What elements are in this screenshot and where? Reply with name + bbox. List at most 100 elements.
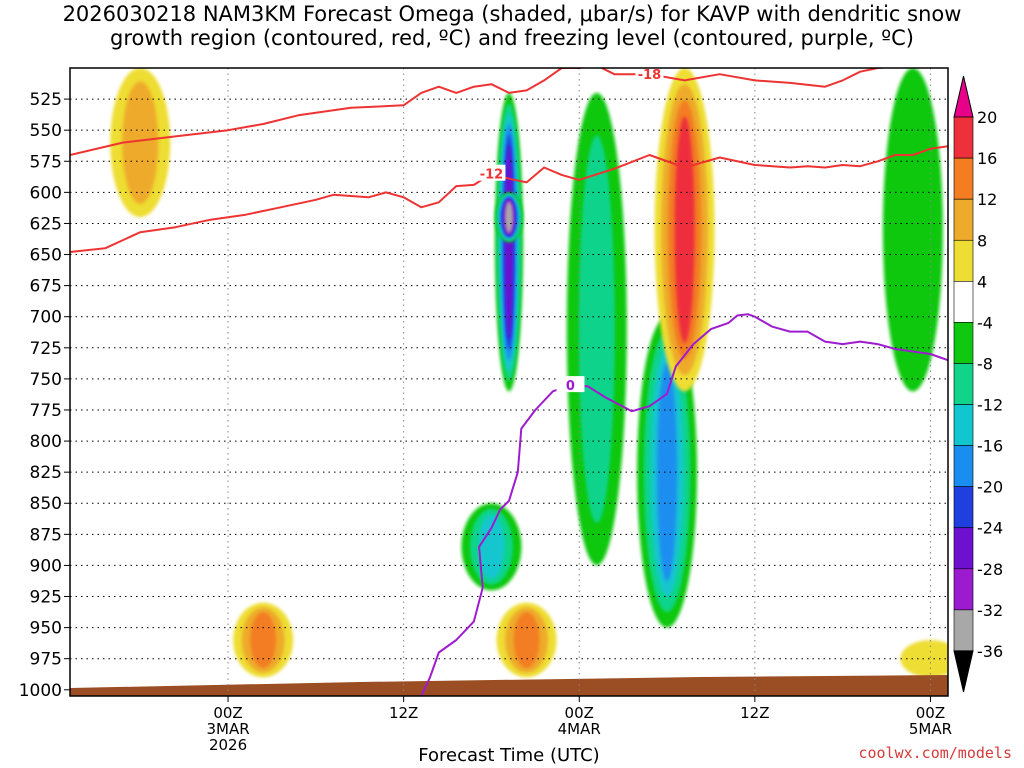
omega-feature-lift-column-deep (495, 192, 523, 243)
contours: -18 -12 0 (70, 68, 948, 696)
plot-frame (69, 67, 949, 697)
y-tick-label-800: 800 (30, 432, 62, 452)
x-tick-label-40-0: 00Z (916, 704, 945, 722)
colorbar-swatch-6 (953, 322, 974, 364)
colorbar-swatch-2 (953, 157, 974, 200)
contour-dgz-12 (70, 145, 948, 253)
omega-feature-lift-band-center (566, 92, 627, 566)
x-tick-label-10-0: 12Z (389, 704, 418, 722)
omega-level--10 (578, 135, 615, 523)
omega-feature-lift-column-main (495, 92, 523, 392)
x-tick-label-0-2: 2026 (209, 736, 247, 754)
colorbar-swatch-3 (953, 198, 974, 241)
y-tick-label-725: 725 (30, 339, 62, 359)
omega-level--14 (478, 514, 505, 580)
y-tick-label-550: 550 (30, 121, 62, 141)
colorbar-cap-bottom (953, 650, 974, 693)
omega-feature-sink-low-right (900, 640, 948, 678)
colorbar-label-13: -36 (977, 642, 1003, 661)
colorbar-swatch-9 (953, 445, 974, 487)
omega-level-18 (674, 116, 695, 343)
chart-title: 2026030218 NAM3KM Forecast Omega (shaded… (0, 2, 1024, 50)
y-tick-label-650: 650 (30, 246, 62, 266)
y-tick-label-950: 950 (30, 619, 62, 639)
y-tick-label-575: 575 (30, 152, 62, 172)
credit-link[interactable]: coolwx.com/models (858, 744, 1012, 762)
colorbar-label-5: -4 (977, 313, 993, 332)
colorbar-cap-top (953, 75, 974, 118)
colorbar-swatch-4 (953, 239, 974, 282)
omega-level-14 (250, 612, 277, 668)
contour-dgz-18 (70, 68, 893, 156)
omega-feature-lift-far-right (882, 68, 943, 392)
omega-level--6 (882, 68, 943, 392)
omega-feature-sink-upper-right (654, 68, 715, 392)
colorbar-swatch-7 (953, 363, 974, 405)
terrain-fill (70, 675, 948, 696)
colorbar-swatch-12 (953, 568, 974, 611)
omega-level-4 (900, 640, 948, 678)
title-line-2: growth region (contoured, red, ºC) and f… (110, 26, 914, 50)
y-tick-label-750: 750 (30, 370, 62, 390)
colorbar-label-2: 12 (977, 190, 997, 209)
colorbar-label-0: 20 (977, 108, 997, 127)
x-axis-label: Forecast Time (UTC) (418, 745, 600, 766)
y-tick-label-975: 975 (30, 650, 62, 670)
colorbar-swatch-13 (953, 609, 974, 652)
y-tick-label-600: 600 (30, 183, 62, 203)
contour-label--12: -12 (480, 168, 504, 183)
omega-level--18 (657, 363, 678, 581)
omega-feature-lift-low-level (461, 503, 522, 591)
omega-level-14 (513, 612, 540, 668)
omega-level--26 (505, 144, 513, 340)
x-tick-label-20-1: 4MAR (558, 720, 601, 738)
colorbar-label-9: -20 (977, 478, 1003, 497)
colorbar-label-11: -28 (977, 560, 1003, 579)
colorbar: 20 16 12 8 4 -4 -8 -12 -16 -20 -24 -28 -32 -36 (953, 75, 1003, 693)
colorbar-label-10: -24 (977, 519, 1003, 538)
colorbar-swatch-11 (953, 527, 974, 570)
y-tick-label-675: 675 (30, 277, 62, 297)
x-tick-label-40-1: 5MAR (909, 720, 952, 738)
contour-freezing-0 (420, 313, 948, 696)
x-tick-label-0-1: 3MAR (206, 720, 249, 738)
y-tick-label-875: 875 (30, 525, 62, 545)
y-tick-label-900: 900 (30, 556, 62, 576)
contour-label--18: -18 (638, 68, 662, 83)
colorbar-label-3: 8 (977, 231, 987, 250)
colorbar-swatch-10 (953, 486, 974, 529)
colorbar-swatch-5 (953, 281, 974, 323)
omega-feature-sink-low-left (233, 602, 294, 678)
ground-terrain (70, 675, 948, 696)
contour-label-bg-0 (556, 376, 585, 393)
contour-label-bg--18 (635, 68, 664, 82)
y-axis: 525 550 575 600 625 650 675 700 725 750 775 800 825 8… (19, 90, 70, 701)
colorbar-label-8: -16 (977, 437, 1003, 456)
y-tick-label-1000: 1000 (19, 681, 62, 701)
colorbar-label-12: -32 (977, 601, 1003, 620)
omega-level--34 (505, 201, 513, 233)
y-tick-label-700: 700 (30, 308, 62, 328)
x-tick-label-30-0: 12Z (740, 704, 769, 722)
omega-feature-sink-low-center (496, 602, 557, 678)
contour-label-bg--12 (477, 164, 506, 181)
omega-feature-sink-upper-left (110, 68, 171, 218)
colorbar-label-6: -8 (977, 354, 993, 373)
omega-shading (110, 68, 948, 678)
x-tick-label-20-0: 00Z (565, 704, 594, 722)
title-line-1: 2026030218 NAM3KM Forecast Omega (shaded… (62, 2, 962, 26)
colorbar-label-4: 4 (977, 272, 987, 291)
omega-level-10 (122, 81, 159, 204)
y-tick-label-525: 525 (30, 90, 62, 110)
contour-label-0: 0 (566, 379, 575, 394)
y-tick-label-850: 850 (30, 494, 62, 514)
y-tick-label-775: 775 (30, 401, 62, 421)
x-tick-label-0-0: 00Z (213, 704, 242, 722)
colorbar-swatch-8 (953, 404, 974, 446)
colorbar-label-7: -12 (977, 396, 1003, 415)
colorbar-swatch-1 (953, 116, 974, 159)
y-tick-label-825: 825 (30, 463, 62, 483)
y-tick-label-625: 625 (30, 214, 62, 234)
